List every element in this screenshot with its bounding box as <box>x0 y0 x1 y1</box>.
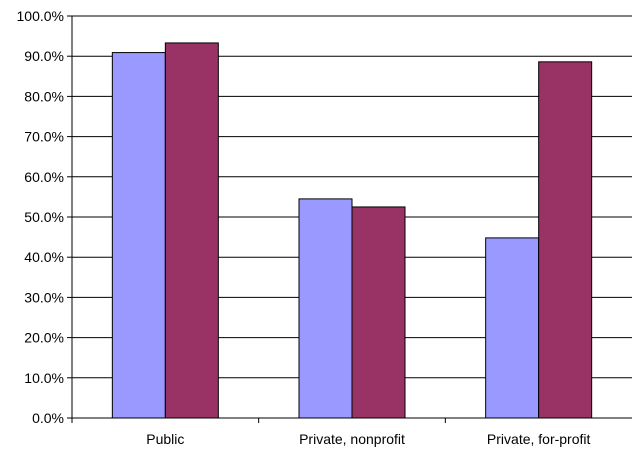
y-tick-label: 40.0% <box>24 249 64 265</box>
x-tick-label: Private, nonprofit <box>299 431 405 447</box>
bar <box>538 61 593 419</box>
bar <box>351 206 406 419</box>
y-tick-label: 100.0% <box>17 8 64 24</box>
y-tick-label: 60.0% <box>24 169 64 185</box>
bars <box>111 42 593 419</box>
bar <box>164 42 219 419</box>
y-tick-label: 20.0% <box>24 330 64 346</box>
y-tick-label: 90.0% <box>24 48 64 64</box>
y-tick-label: 30.0% <box>24 289 64 305</box>
bar <box>111 52 166 419</box>
y-tick-label: 10.0% <box>24 370 64 386</box>
y-tick-label: 80.0% <box>24 88 64 104</box>
y-tick-label: 0.0% <box>32 410 64 426</box>
bar <box>298 198 353 419</box>
axes <box>67 15 632 423</box>
tick-labels: 0.0% 10.0% 20.0% 30.0% 40.0% 50.0% 60.0% 70.0% 8… <box>17 8 591 447</box>
y-tick-label: 50.0% <box>24 209 64 225</box>
y-tick-label: 70.0% <box>24 129 64 145</box>
bar <box>485 237 540 419</box>
x-tick-label: Private, for-profit <box>487 431 591 447</box>
x-tick-label: Public <box>146 431 184 447</box>
